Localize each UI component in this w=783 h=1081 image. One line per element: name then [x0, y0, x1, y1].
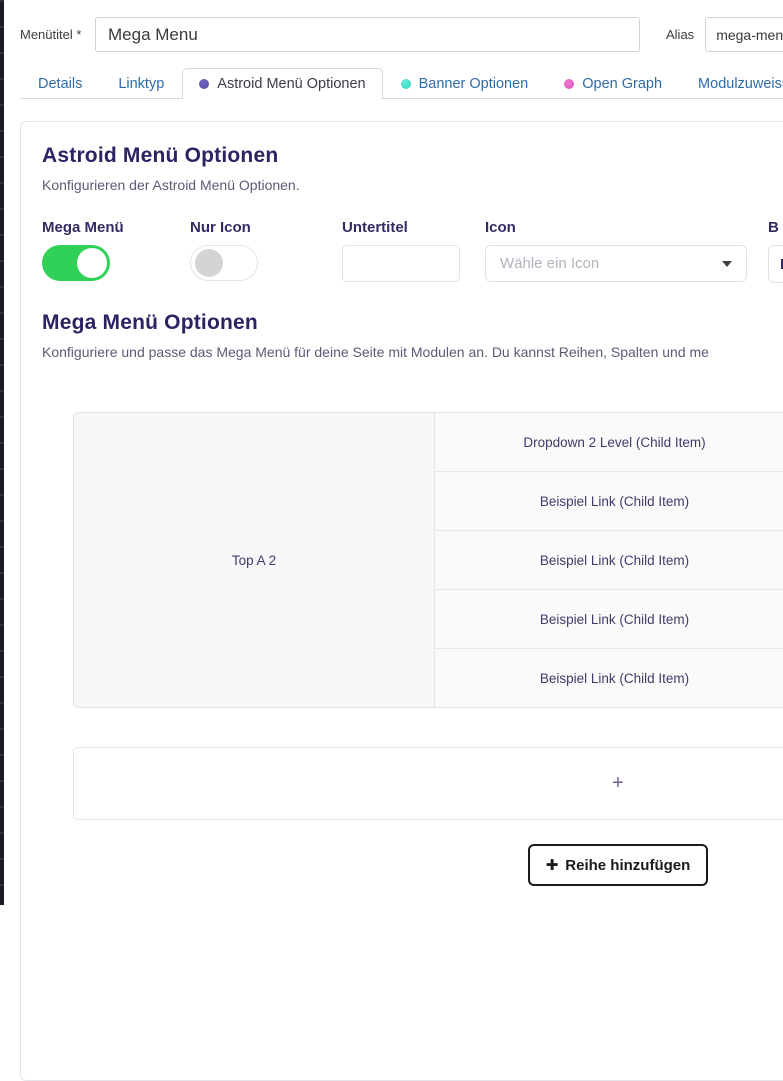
tab-open-graph[interactable]: Open Graph [546, 70, 680, 98]
builder-row: Top A 2 Dropdown 2 Level (Child Item) Be… [73, 412, 783, 708]
tab-astroid-menu-optionen[interactable]: Astroid Menü Optionen [182, 68, 383, 99]
builder-child-item[interactable]: Beispiel Link (Child Item) [435, 649, 783, 707]
child-item-label: Beispiel Link (Child Item) [539, 670, 690, 686]
icon-select[interactable]: Wähle ein Icon [485, 245, 747, 282]
astroid-section-title: Astroid Menü Optionen [42, 144, 279, 167]
toggle-knob [195, 249, 223, 277]
child-item-label: Beispiel Link (Child Item) [539, 552, 690, 568]
tab-open-graph-label: Open Graph [582, 76, 663, 92]
builder-child-item[interactable]: Beispiel Link (Child Item) [435, 590, 783, 649]
add-row-container: ✚ Reihe hinzufügen [73, 844, 783, 886]
badge-input[interactable]: K [768, 245, 783, 283]
icon-only-toggle[interactable] [190, 245, 258, 281]
alias-input[interactable] [705, 17, 783, 52]
editor-tabs: Details Linktyp Astroid Menü Optionen Ba… [20, 68, 783, 99]
mega-menu-options-section: Mega Menü Optionen Konfiguriere und pass… [42, 311, 783, 360]
tab-banner-label: Banner Optionen [418, 76, 529, 92]
astroid-fields-row: Mega Menü Nur Icon Untertitel [42, 219, 783, 283]
menu-item-editor: Menütitel * Alias Details Linktyp Astroi… [20, 0, 783, 1081]
tab-linktyp[interactable]: Linktyp [100, 70, 182, 98]
builder-parent-cell[interactable]: Top A 2 [74, 413, 435, 707]
icon-label: Icon [485, 219, 516, 236]
field-mega-menu: Mega Menü [42, 219, 190, 283]
banner-dot-icon [400, 79, 411, 89]
subtitle-label: Untertitel [342, 219, 408, 236]
open-graph-dot-icon [564, 79, 575, 89]
tab-modulzuweisung-label: Modulzuweisung [698, 76, 783, 92]
builder-child-item[interactable]: Beispiel Link (Child Item) [435, 531, 783, 590]
tab-details[interactable]: Details [20, 70, 100, 98]
child-item-label: Beispiel Link (Child Item) [539, 493, 690, 509]
chevron-down-icon [722, 260, 732, 267]
add-row-label: Reihe hinzufügen [565, 856, 691, 874]
astroid-options-panel: Astroid Menü Optionen Konfigurieren der … [20, 121, 783, 1081]
badge-value: K [780, 256, 783, 273]
admin-sidebar-edge [0, 0, 4, 905]
menu-title-label: Menütitel * [20, 27, 82, 42]
child-item-label: Beispiel Link (Child Item) [539, 611, 690, 627]
mega-menu-section-title: Mega Menü Optionen [42, 311, 258, 334]
builder-children-column: Dropdown 2 Level (Child Item) Beispiel L… [435, 413, 783, 707]
tab-banner-optionen[interactable]: Banner Optionen [383, 70, 547, 98]
field-subtitle: Untertitel [342, 219, 485, 283]
plus-icon: + [612, 772, 624, 794]
plus-icon: ✚ [545, 857, 559, 874]
tab-astroid-label: Astroid Menü Optionen [217, 76, 366, 92]
builder-child-item[interactable]: Beispiel Link (Child Item) [435, 472, 783, 531]
tab-modulzuweisung[interactable]: Modulzuweisung [680, 70, 783, 98]
badge-label: B [768, 219, 779, 236]
parent-cell-label: Top A 2 [231, 552, 277, 568]
add-column-button[interactable]: + [73, 747, 783, 820]
mega-menu-builder: Top A 2 Dropdown 2 Level (Child Item) Be… [73, 412, 783, 886]
astroid-section-description: Konfigurieren der Astroid Menü Optionen. [42, 177, 300, 193]
tab-details-label: Details [38, 76, 83, 92]
menu-title-input[interactable] [95, 17, 640, 52]
toggle-knob [77, 248, 107, 278]
subtitle-input[interactable] [342, 245, 460, 282]
field-icon-only: Nur Icon [190, 219, 342, 283]
tab-linktyp-label: Linktyp [118, 76, 165, 92]
icon-only-label: Nur Icon [190, 219, 251, 236]
mega-menu-label: Mega Menü [42, 219, 124, 236]
mega-menu-section-description: Konfiguriere und passe das Mega Menü für… [42, 344, 709, 360]
astroid-dot-icon [199, 79, 210, 89]
child-item-label: Dropdown 2 Level (Child Item) [523, 434, 706, 450]
field-icon: Icon Wähle ein Icon [485, 219, 768, 283]
mega-menu-toggle[interactable] [42, 245, 110, 281]
alias-label: Alias [666, 27, 695, 42]
builder-child-item[interactable]: Dropdown 2 Level (Child Item) [435, 413, 783, 472]
field-badge: B K [768, 219, 783, 283]
title-alias-row: Menütitel * Alias [20, 17, 783, 52]
icon-select-placeholder: Wähle ein Icon [500, 255, 600, 272]
add-row-button[interactable]: ✚ Reihe hinzufügen [527, 844, 709, 886]
